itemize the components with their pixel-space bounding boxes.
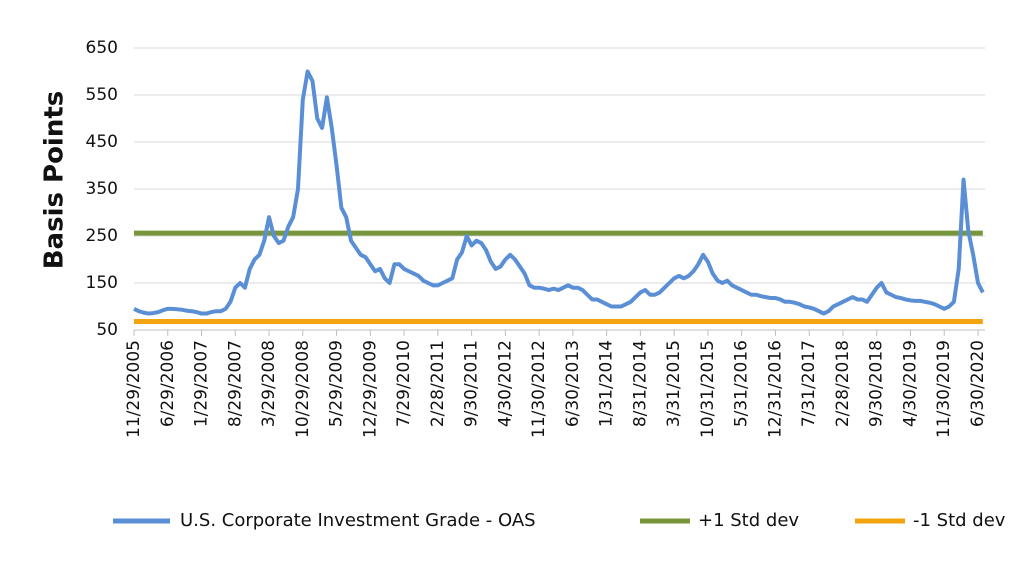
- legend-label: +1 Std dev: [698, 510, 799, 531]
- y-tick-label: 550: [86, 85, 118, 105]
- y-tick-label: 650: [86, 38, 118, 58]
- x-tick-label: 4/30/2012: [495, 340, 515, 427]
- x-tick-label: 1/31/2014: [597, 340, 617, 427]
- x-tick-label: 10/31/2015: [698, 340, 718, 438]
- x-tick-label: 6/30/2013: [563, 340, 583, 427]
- x-tick-label: 3/29/2008: [259, 340, 279, 427]
- x-tick-label: 11/30/2019: [934, 340, 954, 438]
- legend-label: U.S. Corporate Investment Grade - OAS: [180, 510, 536, 531]
- x-tick-label: 8/31/2014: [630, 340, 650, 427]
- series-line: [133, 69, 985, 316]
- y-tick-label: 450: [86, 132, 118, 152]
- x-tick-label: 5/31/2016: [732, 340, 752, 427]
- y-tick-label: 350: [86, 179, 118, 199]
- x-tick-label: 7/31/2017: [799, 340, 819, 427]
- x-tick-label: 11/30/2012: [529, 340, 549, 438]
- x-tick-label: 3/31/2015: [664, 340, 684, 427]
- y-tick-label: 250: [86, 226, 118, 246]
- x-tick-label: 1/29/2007: [192, 340, 212, 427]
- y-tick-label: 50: [96, 320, 118, 340]
- x-tick-label: 12/31/2016: [765, 340, 785, 438]
- x-tick-label: 7/29/2010: [394, 340, 414, 427]
- x-tick-label: 4/30/2019: [900, 340, 920, 427]
- x-tick-label: 10/29/2008: [293, 340, 313, 438]
- x-tick-label: 8/29/2007: [225, 340, 245, 427]
- legend-label: -1 Std dev: [913, 510, 1006, 531]
- y-axis-title: Basis Points: [40, 91, 70, 270]
- x-tick-label: 6/30/2020: [968, 340, 988, 427]
- x-tick-label: 12/29/2009: [360, 340, 380, 438]
- x-tick-label: 6/29/2006: [158, 340, 178, 427]
- x-tick-label: 11/29/2005: [124, 340, 144, 438]
- x-tick-label: 9/30/2011: [462, 340, 482, 427]
- x-tick-label: 5/29/2009: [327, 340, 347, 427]
- y-tick-label: 150: [86, 273, 118, 293]
- x-tick-label: 2/28/2011: [428, 340, 448, 427]
- x-tick-label: 9/30/2018: [867, 340, 887, 427]
- x-tick-label: 2/28/2018: [833, 340, 853, 427]
